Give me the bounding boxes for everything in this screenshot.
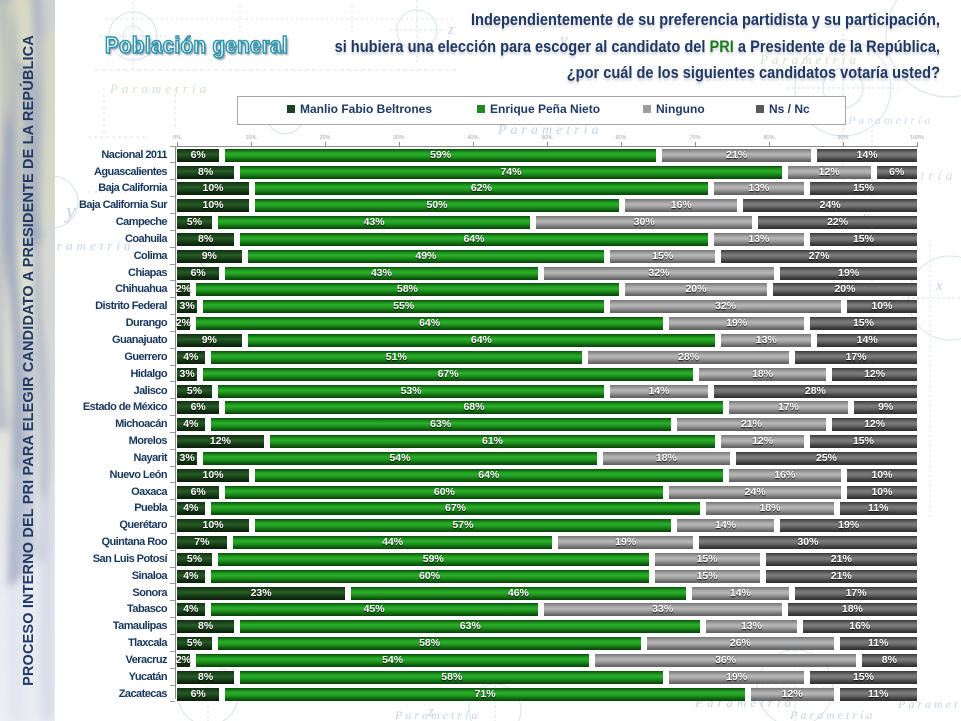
- svg-text:Parametría: Parametría: [759, 52, 860, 67]
- svg-text:Parametría: Parametría: [394, 708, 480, 721]
- svg-text:rametría: rametría: [57, 238, 135, 253]
- svg-text:z: z: [427, 704, 434, 720]
- svg-text:x: x: [935, 278, 943, 294]
- svg-text:Parametría: Parametría: [789, 708, 875, 721]
- svg-text:Parametría: Parametría: [497, 123, 603, 138]
- svg-text:y: y: [64, 198, 76, 223]
- svg-text:Parametría: Parametría: [109, 81, 210, 96]
- svg-text:y: y: [558, 30, 568, 49]
- svg-text:Parametría: Parametría: [847, 113, 933, 127]
- svg-text:z: z: [447, 22, 454, 38]
